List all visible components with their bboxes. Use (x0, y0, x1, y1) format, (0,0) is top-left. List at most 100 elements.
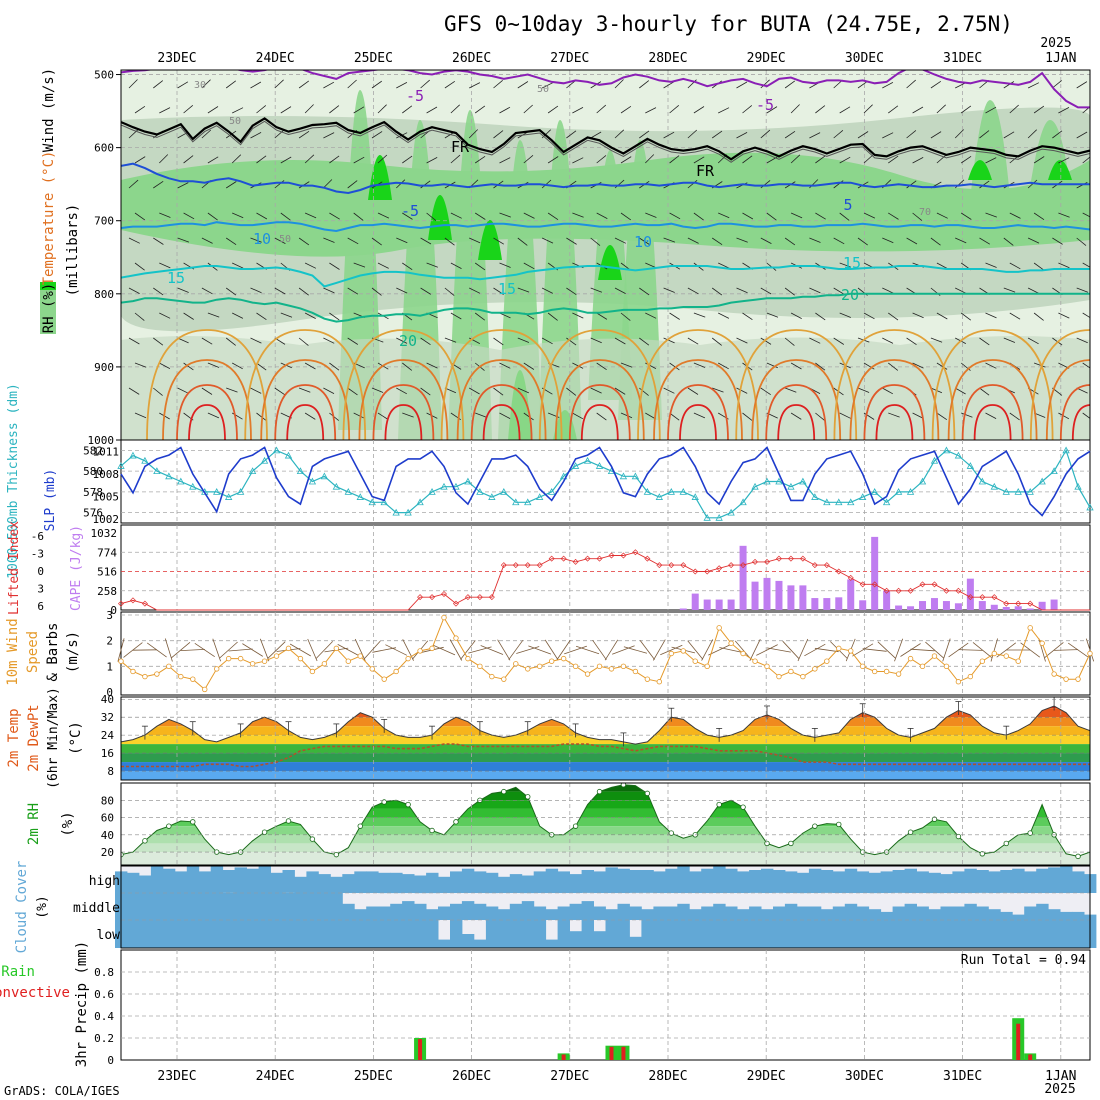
wind-barb (1082, 212, 1090, 218)
thickness-point (332, 482, 341, 490)
surface-isotherm-loop (679, 404, 717, 440)
wind-barb (784, 237, 796, 246)
wind10-speed-point (812, 666, 818, 672)
wind-barb (645, 412, 656, 420)
cape-bar (1014, 606, 1022, 610)
wind-barb (784, 387, 797, 393)
wind-barb (985, 106, 997, 114)
rh2m-frame (120, 782, 1091, 866)
wind-barb (298, 387, 311, 393)
wind-barb (426, 106, 438, 114)
wind-barb (329, 262, 340, 270)
wind-barb (523, 154, 534, 164)
cloud-cell (426, 909, 439, 920)
wind-barb (960, 212, 972, 220)
wind-barb (955, 237, 967, 244)
top-date-axis: 23DEC 24DEC 25DEC 26DEC 27DEC 28DEC 29DEC 30DEC… (157, 51, 1076, 66)
temp2m-axis: 8 16 24 32 40 2m Temp 2m DewPt (6hr Min/Max) (°C… (6, 687, 1090, 789)
wind-barb (833, 287, 845, 295)
wind-barb (1058, 212, 1070, 218)
surface-isotherm-loop (637, 329, 759, 440)
wind-barb (207, 212, 218, 221)
wind-barb (547, 212, 559, 221)
wind-barb (906, 130, 917, 139)
wind-barb (177, 81, 189, 89)
cloud-cell (868, 909, 882, 920)
wind-barb (566, 130, 577, 139)
lifted-index-point (883, 587, 890, 594)
cloud-cell (677, 903, 690, 920)
cloud-cell (988, 909, 1001, 920)
cloud-cell (533, 871, 547, 893)
rh2m-point (1003, 840, 1009, 847)
cloud-cell (856, 871, 870, 893)
wind-barb (1003, 287, 1016, 293)
cape-bar (703, 599, 711, 610)
cloud-cell (856, 906, 870, 920)
cloud-cell (749, 906, 762, 920)
thickness-point (559, 472, 568, 480)
surface-isotherm-loop (358, 359, 449, 440)
bottom-date-label: 28DEC (648, 1069, 687, 1084)
rh-saturated-patch (368, 155, 392, 200)
wind10-speed-point (214, 666, 220, 672)
wind10-speed-point (345, 658, 351, 664)
thickness-point (583, 456, 592, 464)
cloud-cell (808, 868, 822, 893)
wind-barb (614, 337, 626, 345)
cloud-cell (1048, 909, 1061, 920)
cloud-cell (629, 936, 642, 948)
wind-barb (620, 105, 632, 114)
wind10-speed-point (860, 663, 866, 670)
wind-barb (323, 179, 333, 189)
wind10-barb (315, 641, 333, 659)
contour-label: 20 (399, 332, 417, 350)
cloud-cell (1072, 911, 1085, 920)
cloud-cell (342, 920, 355, 948)
freezing-level-line (121, 117, 1090, 161)
wind10-barb (990, 638, 998, 662)
precip-tick-label: 0 (107, 1054, 114, 1067)
isotherm-20-line (121, 292, 1090, 323)
wind10-speed-point (596, 663, 603, 670)
wind10-barb (1067, 642, 1089, 658)
cape-bar (811, 598, 819, 610)
wind-barb (450, 212, 462, 219)
wind-barb (450, 312, 462, 320)
wind-barb (183, 312, 194, 320)
cloud-cell (450, 903, 463, 920)
thickness-point (978, 477, 987, 485)
wind-barb (888, 412, 900, 418)
wind-barb (863, 104, 873, 114)
wind-barb (256, 362, 267, 371)
thickness-point (524, 498, 532, 506)
cloud-cell (713, 920, 726, 948)
cloud-cell (438, 906, 451, 920)
wind-barb (159, 262, 171, 269)
wind-barb (177, 287, 189, 293)
wind-barb (232, 362, 243, 370)
rh2m-point (764, 840, 770, 847)
wind10-speed-point (620, 663, 627, 670)
wind10-speed-point (154, 671, 160, 677)
thickness-point (835, 498, 843, 506)
wind-barb (274, 180, 285, 189)
cloud-cell (521, 901, 535, 920)
cloud-cell (174, 893, 188, 920)
wind-barb (250, 337, 262, 344)
cape-bar (907, 606, 915, 610)
wind-barb (639, 337, 650, 346)
lifted-index-point (417, 594, 424, 601)
rh-saturated-patch (478, 220, 502, 260)
cloud-cell (940, 874, 953, 893)
wind-barb (863, 362, 875, 370)
wind-barb (474, 312, 486, 321)
thickness-point (715, 513, 723, 521)
wind-barb (985, 262, 997, 268)
wind10-barb (164, 638, 173, 662)
cloud-cell (653, 920, 666, 948)
cloud-cell (270, 872, 283, 894)
cloud-cell (402, 901, 415, 920)
cloud-cell (545, 939, 559, 948)
cloud-cell (330, 893, 343, 920)
